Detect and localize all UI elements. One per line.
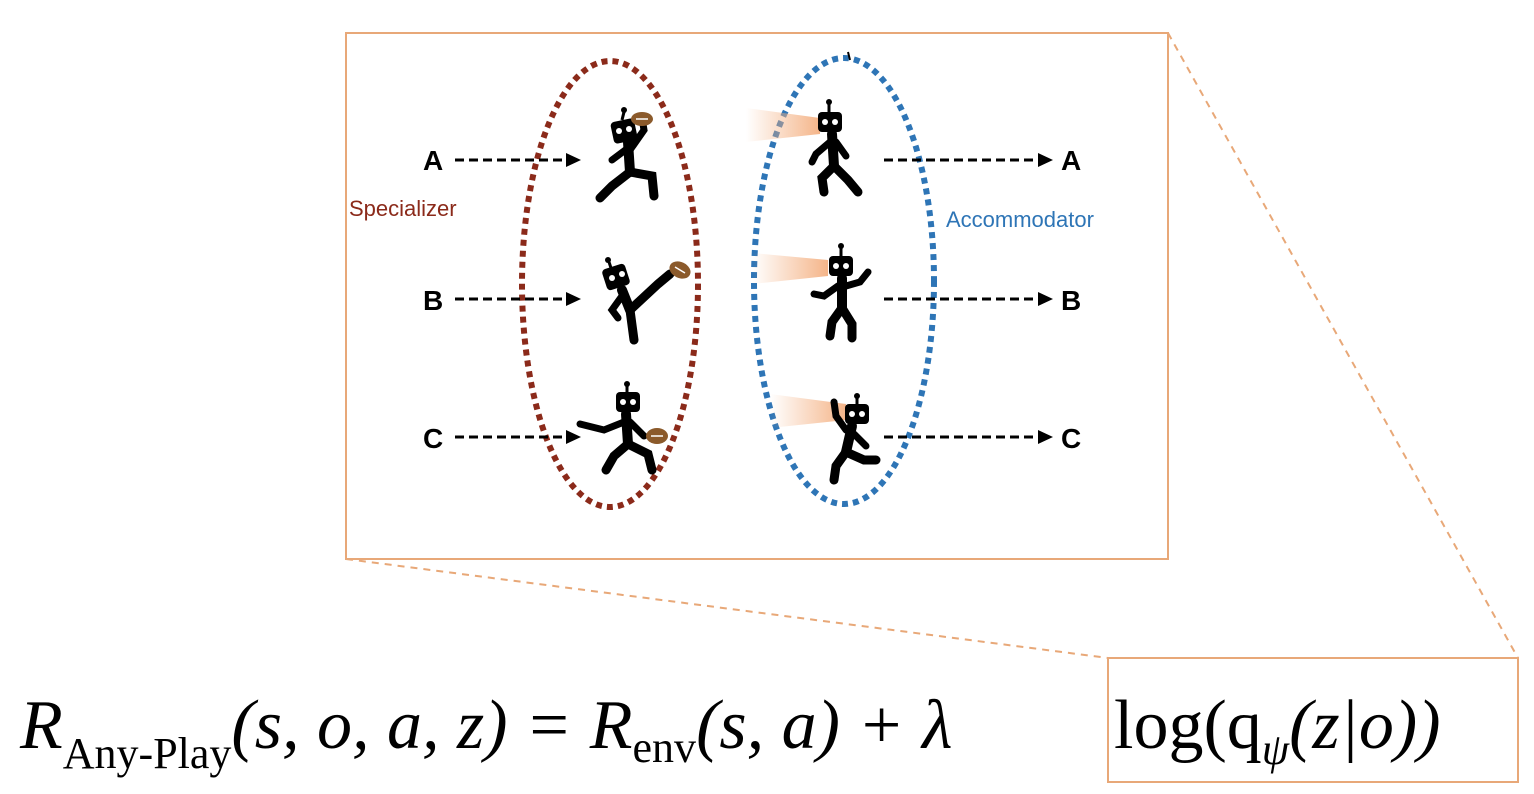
log-term: log(qψ(z|o)): [1114, 687, 1441, 774]
zoom-connector-left: [345, 558, 1109, 659]
output-label-a: A: [1061, 145, 1081, 176]
arrowhead-out-a: [1038, 153, 1053, 167]
specializer-robot-kick-icon: [602, 257, 691, 345]
zoom-connector-right: [1167, 32, 1519, 659]
specializer-ellipse: [519, 58, 701, 510]
zoom-frame: [345, 32, 1169, 560]
specializer-robot-catch-icon: [595, 107, 659, 203]
accommodator-label: Accommodator: [946, 207, 1094, 232]
arrowhead-in-a: [566, 153, 581, 167]
output-label-b: B: [1061, 285, 1081, 316]
output-label-c: C: [1061, 423, 1081, 454]
arrowhead-out-b: [1038, 292, 1053, 306]
specializer-robot-run-icon: [576, 381, 668, 475]
input-label-b: B: [423, 285, 443, 316]
accommodator-robot-c-icon: [770, 393, 881, 485]
accommodator-robot-a-icon: [746, 99, 863, 197]
accommodator-robot-b-icon: [752, 243, 872, 343]
specializer-label: Specializer: [349, 196, 457, 221]
tick-mark: [847, 51, 851, 61]
accommodator-ellipse: [751, 55, 937, 507]
arrowhead-out-c: [1038, 430, 1053, 444]
log-term-highlight-box: [1107, 657, 1519, 783]
input-label-a: A: [423, 145, 443, 176]
arrowhead-in-b: [566, 292, 581, 306]
input-label-c: C: [423, 423, 443, 454]
arrowhead-in-c: [566, 430, 581, 444]
equation: RAny-Play(s, o, a, z) = Renv(s, a) + λ: [19, 687, 952, 778]
